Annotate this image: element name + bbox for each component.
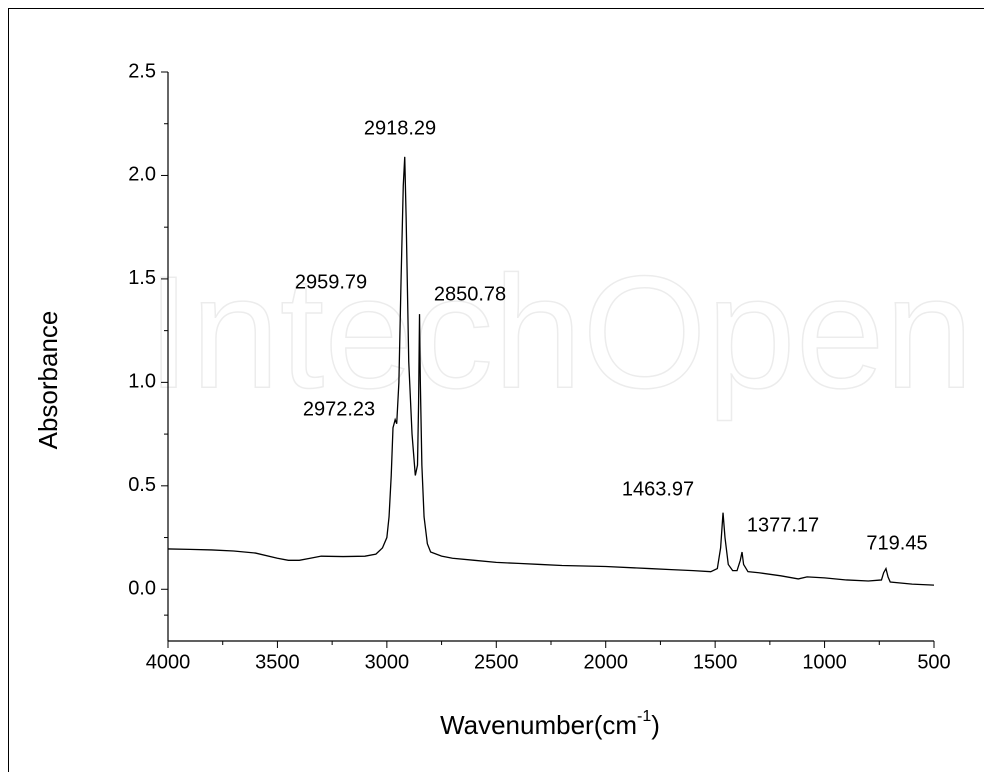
- peak-label: 2972.23: [303, 398, 375, 420]
- x-tick-label: 2500: [474, 651, 519, 673]
- x-tick-label: 3500: [255, 651, 300, 673]
- y-tick-label: 2.5: [128, 60, 156, 82]
- peak-label: 2850.78: [434, 283, 506, 305]
- peak-label: 2918.29: [364, 117, 436, 139]
- y-tick-label: 1.0: [128, 371, 156, 393]
- y-tick-label: 0.5: [128, 474, 156, 496]
- x-tick-label: 1500: [693, 651, 738, 673]
- y-tick-label: 1.5: [128, 267, 156, 289]
- x-tick-label: 500: [917, 651, 950, 673]
- x-label-text: ): [651, 710, 660, 740]
- x-axis-label: Wavenumber(cm-1): [440, 708, 660, 740]
- x-tick-label: 1000: [802, 651, 847, 673]
- x-label-sup: -1: [637, 708, 651, 725]
- frame: [8, 8, 984, 772]
- x-tick-label: 4000: [146, 651, 191, 673]
- watermark: IntechOpen: [146, 242, 973, 421]
- peak-label: 2959.79: [295, 271, 367, 293]
- x-tick-label: 3000: [365, 651, 410, 673]
- y-tick-label: 0.0: [128, 578, 156, 600]
- peak-label: 1463.97: [622, 478, 694, 500]
- peak-label: 719.45: [866, 532, 927, 554]
- peak-label: 1377.17: [747, 514, 819, 536]
- x-label-text: Wavenumber(cm: [440, 710, 637, 740]
- x-tick-label: 2000: [583, 651, 628, 673]
- y-tick-label: 2.0: [128, 164, 156, 186]
- y-axis-label: Absorbance: [33, 311, 63, 450]
- spectrum-line: [167, 156, 935, 586]
